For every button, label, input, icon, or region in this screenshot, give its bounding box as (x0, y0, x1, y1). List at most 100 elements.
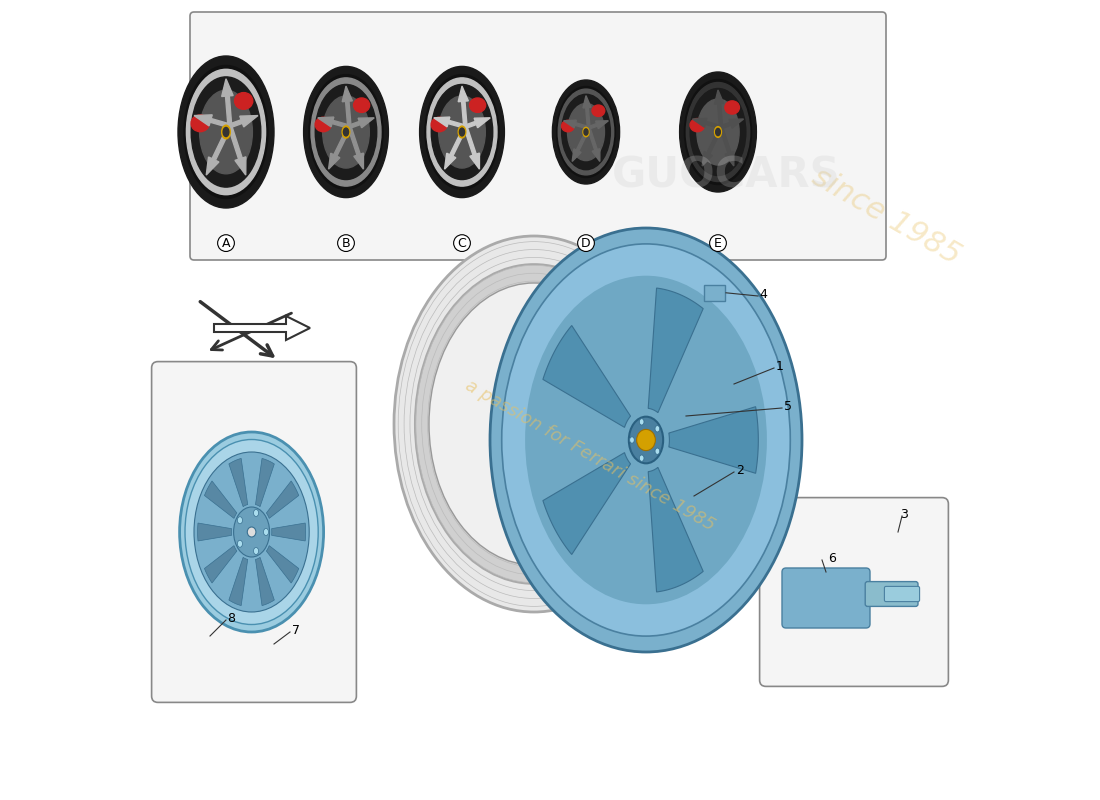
Ellipse shape (429, 283, 639, 565)
Ellipse shape (592, 105, 605, 117)
FancyArrow shape (563, 120, 590, 129)
FancyArrow shape (587, 127, 600, 162)
Ellipse shape (253, 547, 258, 554)
FancyArrow shape (342, 86, 352, 127)
FancyBboxPatch shape (866, 582, 918, 606)
FancyBboxPatch shape (190, 12, 886, 260)
Text: 1: 1 (776, 360, 783, 373)
Text: 7: 7 (292, 624, 299, 637)
Ellipse shape (419, 66, 505, 198)
Ellipse shape (654, 426, 660, 432)
Ellipse shape (415, 264, 653, 584)
Polygon shape (205, 481, 236, 518)
FancyArrow shape (329, 126, 351, 169)
Ellipse shape (304, 66, 388, 198)
Polygon shape (255, 458, 274, 506)
FancyArrow shape (720, 119, 744, 129)
Ellipse shape (470, 98, 486, 113)
Text: 6: 6 (828, 552, 836, 565)
Ellipse shape (583, 127, 588, 137)
Text: E: E (714, 237, 722, 250)
Ellipse shape (185, 439, 318, 625)
FancyBboxPatch shape (760, 498, 948, 686)
FancyArrow shape (222, 79, 233, 126)
Ellipse shape (697, 99, 739, 165)
Ellipse shape (191, 77, 261, 187)
Polygon shape (648, 467, 703, 592)
Polygon shape (543, 326, 630, 427)
Ellipse shape (559, 89, 614, 175)
Ellipse shape (311, 78, 381, 186)
FancyArrow shape (719, 126, 734, 166)
FancyArrow shape (692, 118, 722, 129)
Text: GUOCARS: GUOCARS (612, 155, 840, 197)
Ellipse shape (234, 93, 253, 110)
Polygon shape (272, 523, 306, 541)
Text: B: B (342, 237, 350, 250)
FancyArrow shape (207, 125, 232, 175)
Polygon shape (229, 558, 248, 606)
Polygon shape (669, 406, 758, 474)
Ellipse shape (316, 85, 376, 179)
Ellipse shape (233, 507, 270, 557)
FancyArrow shape (715, 90, 724, 127)
Ellipse shape (194, 452, 309, 612)
Ellipse shape (248, 527, 256, 537)
Polygon shape (266, 481, 299, 518)
Ellipse shape (343, 128, 349, 136)
FancyArrow shape (228, 126, 246, 175)
Ellipse shape (186, 70, 265, 194)
Ellipse shape (178, 56, 274, 208)
FancyArrow shape (465, 118, 491, 128)
Ellipse shape (690, 118, 705, 132)
Ellipse shape (552, 80, 619, 184)
Ellipse shape (394, 236, 674, 612)
Text: A: A (222, 237, 230, 250)
Ellipse shape (460, 128, 464, 136)
FancyArrow shape (433, 117, 466, 128)
Ellipse shape (353, 98, 370, 113)
Polygon shape (543, 453, 630, 554)
Ellipse shape (639, 455, 643, 462)
FancyBboxPatch shape (782, 568, 870, 628)
Polygon shape (255, 558, 274, 606)
FancyBboxPatch shape (704, 285, 725, 301)
FancyArrow shape (583, 96, 591, 128)
FancyArrow shape (459, 86, 469, 127)
FancyArrow shape (229, 115, 258, 128)
Ellipse shape (253, 510, 258, 517)
Ellipse shape (561, 120, 574, 132)
Ellipse shape (490, 228, 802, 652)
FancyBboxPatch shape (152, 362, 356, 702)
Text: since 1985: since 1985 (806, 162, 966, 270)
Ellipse shape (654, 448, 660, 454)
Ellipse shape (264, 529, 268, 535)
Ellipse shape (562, 94, 611, 170)
Polygon shape (198, 523, 232, 541)
Ellipse shape (584, 129, 588, 135)
Ellipse shape (568, 103, 605, 161)
Ellipse shape (431, 118, 448, 132)
Ellipse shape (184, 66, 268, 198)
Ellipse shape (716, 128, 720, 135)
Ellipse shape (629, 437, 635, 443)
Ellipse shape (637, 430, 656, 450)
Ellipse shape (222, 125, 230, 139)
FancyArrow shape (318, 117, 350, 128)
Text: 5: 5 (783, 400, 792, 413)
Text: 4: 4 (760, 288, 768, 301)
Ellipse shape (557, 86, 615, 178)
Text: C: C (458, 237, 466, 250)
Ellipse shape (439, 96, 485, 168)
Ellipse shape (238, 540, 242, 547)
FancyArrow shape (444, 126, 466, 169)
FancyArrow shape (464, 126, 480, 169)
Polygon shape (205, 546, 236, 583)
Ellipse shape (725, 101, 739, 114)
Text: 2: 2 (736, 464, 745, 477)
Polygon shape (229, 458, 248, 506)
Ellipse shape (322, 96, 370, 168)
FancyArrow shape (194, 115, 230, 128)
Ellipse shape (639, 418, 643, 425)
Ellipse shape (315, 118, 331, 132)
